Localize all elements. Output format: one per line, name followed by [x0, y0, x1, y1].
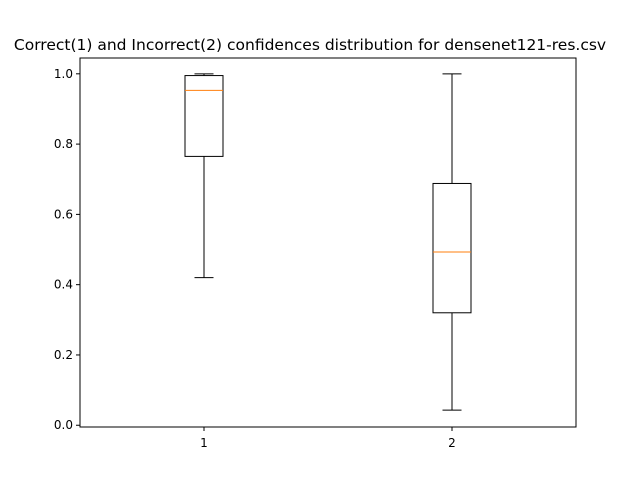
y-tick-label: 0.8: [54, 137, 73, 151]
x-tick-label: 2: [448, 436, 456, 450]
y-tick-label: 0.0: [54, 418, 73, 432]
axes-frame: [79, 57, 577, 428]
y-tick-label: 1.0: [54, 67, 73, 81]
y-tick-label: 0.6: [54, 207, 73, 221]
y-tick-label: 0.4: [54, 278, 73, 292]
chart-title: Correct(1) and Incorrect(2) confidences …: [14, 36, 606, 54]
box-iqr: [432, 182, 472, 314]
x-tick-label: 1: [200, 436, 208, 450]
y-tick-label: 0.2: [54, 348, 73, 362]
box-iqr: [184, 75, 224, 157]
plot-area: 0.0 0.2 0.4 0.6 0.8 1.0 1 2: [54, 57, 577, 450]
